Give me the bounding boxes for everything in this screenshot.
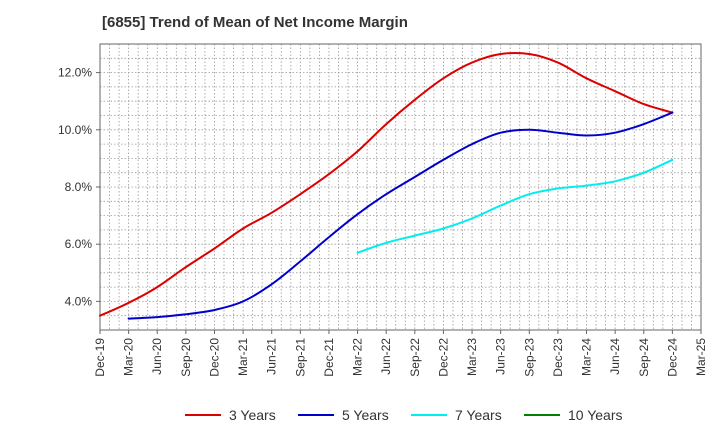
series-line-3-years	[99, 51, 674, 317]
x-tick-label: Sep-21	[293, 338, 307, 377]
x-tick-label: Mar-24	[580, 338, 594, 376]
x-tick-label: Jun-24	[608, 338, 622, 375]
x-tick-label: Dec-19	[93, 338, 107, 377]
x-tick-label: Mar-25	[694, 338, 708, 376]
plot-frame	[99, 43, 702, 331]
y-tick-label: 6.0%	[65, 237, 93, 251]
x-tick-label: Jun-22	[379, 338, 393, 375]
legend-item-3-years: 3 Years	[185, 405, 276, 425]
legend-swatch	[298, 414, 334, 416]
legend-swatch	[524, 414, 560, 416]
y-tick-label: 4.0%	[65, 294, 93, 308]
x-tick-label: Dec-23	[551, 338, 565, 377]
plot-area-frame	[99, 43, 702, 331]
chart-title: [6855] Trend of Mean of Net Income Margi…	[102, 14, 408, 31]
legend-swatch	[185, 414, 221, 416]
x-tick-label: Mar-20	[122, 338, 136, 376]
x-tick-label: Dec-20	[207, 338, 221, 377]
x-axis-ticks: Dec-19 Mar-20 Jun-20 Sep-20 Dec-20 Mar-21 Jun-…	[93, 330, 708, 377]
legend-item-10-years: 10 Years	[524, 405, 623, 425]
x-tick-label: Sep-24	[637, 338, 651, 377]
legend-label: 5 Years	[342, 407, 389, 423]
x-tick-label: Dec-22	[436, 338, 450, 377]
x-tick-label: Mar-21	[236, 338, 250, 376]
y-tick-label: 10.0%	[58, 123, 92, 137]
grid-lines	[100, 44, 701, 330]
legend-label: 7 Years	[455, 407, 502, 423]
x-tick-label: Jun-21	[265, 338, 279, 375]
y-tick-label: 8.0%	[65, 180, 93, 194]
legend-label: 10 Years	[568, 407, 623, 423]
y-axis-ticks: 4.0% 6.0% 8.0% 10.0% 12.0%	[58, 66, 100, 308]
series-line-5-years	[127, 111, 674, 320]
x-tick-label: Mar-23	[465, 338, 479, 376]
x-tick-label: Dec-24	[665, 338, 679, 377]
series-line-7-years	[356, 158, 674, 254]
series-lines	[99, 51, 674, 320]
legend-swatch	[411, 414, 447, 416]
legend-item-5-years: 5 Years	[298, 405, 389, 425]
legend-item-7-years: 7 Years	[411, 405, 502, 425]
x-tick-label: Sep-20	[179, 338, 193, 377]
x-tick-label: Jun-23	[494, 338, 508, 375]
x-tick-label: Mar-22	[351, 338, 365, 376]
y-tick-label: 12.0%	[58, 66, 92, 80]
x-tick-label: Jun-20	[150, 338, 164, 375]
legend: 3 Years 5 Years 7 Years 10 Years	[0, 405, 720, 425]
legend-label: 3 Years	[229, 407, 276, 423]
x-tick-label: Sep-23	[522, 338, 536, 377]
x-tick-label: Sep-22	[408, 338, 422, 377]
x-tick-label: Dec-21	[322, 338, 336, 377]
